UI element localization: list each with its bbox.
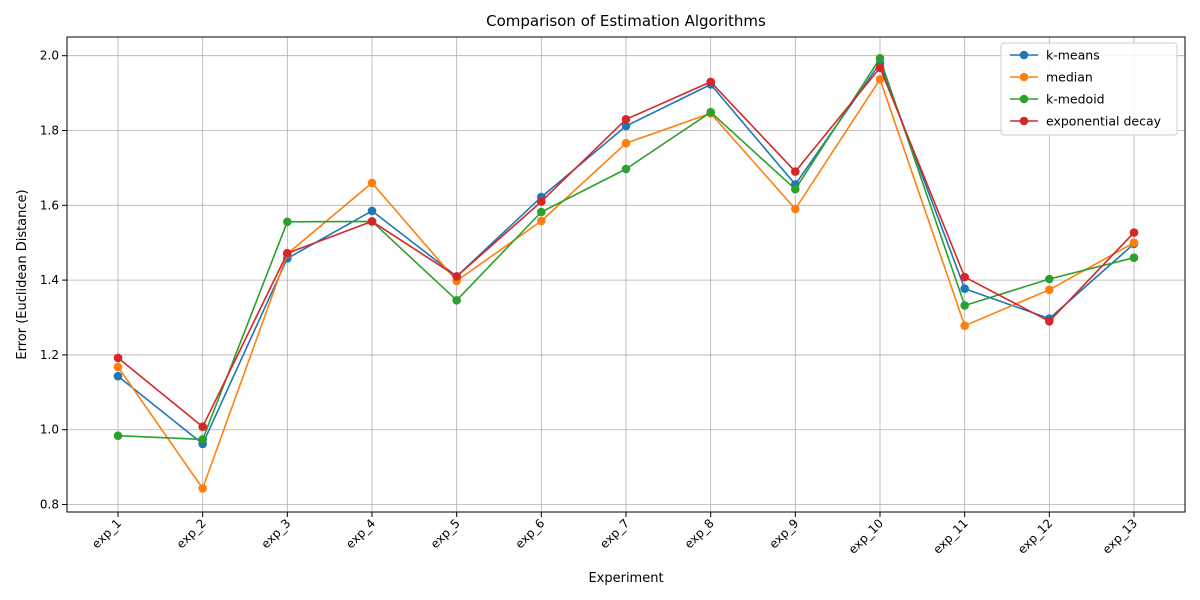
data-point [367,217,377,226]
data-point [875,54,885,63]
data-point [1045,274,1054,284]
data-point [198,484,207,493]
data-point [621,164,631,174]
series-layer [113,54,1139,493]
data-point [706,107,715,117]
y-tick-label: 1.4 [40,273,59,287]
y-tick-label: 1.2 [40,348,59,362]
data-point [960,321,969,331]
data-point [960,301,969,310]
data-point [283,217,292,227]
data-point [452,296,462,305]
data-point [791,204,800,214]
legend-marker [1019,72,1029,82]
data-point [283,248,292,258]
data-point [367,178,377,188]
data-point [1129,253,1139,262]
legend-label: k-means [1046,48,1100,63]
data-point [537,207,546,217]
data-point [367,206,377,216]
data-point [791,167,800,176]
data-point [113,353,123,363]
data-point [621,115,631,124]
legend: k-means median k-medoid exponential decay [1000,42,1178,136]
legend-box [1000,42,1178,136]
legend-label: k-medoid [1046,92,1105,107]
data-point [1045,285,1054,295]
legend-item: k-medoid [1010,92,1105,107]
y-tick-label: 1.6 [40,198,59,212]
data-point [1129,238,1139,247]
y-tick-label: 2.0 [40,49,59,63]
y-tick-label: 0.8 [40,498,59,512]
data-point [113,371,123,381]
data-point [875,75,885,84]
data-point [537,197,546,206]
data-point [1045,317,1054,326]
data-point [1129,228,1139,237]
data-point [113,431,123,441]
y-axis-ticks: 0.8 1.0 1.2 1.4 1.6 1.8 2.0 [40,49,67,512]
data-point [113,362,123,372]
series-exponential-decay [113,63,1139,432]
data-point [198,422,207,432]
legend-item: k-means [1010,48,1100,63]
data-point [706,77,715,87]
chart-title: Comparison of Estimation Algorithms [486,12,766,30]
data-point [875,63,885,72]
data-point [198,435,207,444]
legend-label: median [1046,70,1093,85]
legend-item: exponential decay [1010,114,1162,129]
data-point [960,272,969,282]
legend-item: median [1010,70,1093,85]
legend-marker [1019,116,1029,126]
x-axis-label: Experiment [588,571,663,586]
data-point [791,184,800,194]
y-tick-label: 1.8 [40,124,59,138]
data-point [960,284,969,294]
data-point [452,272,462,281]
data-point [621,121,631,131]
legend-label: exponential decay [1046,114,1162,129]
y-axis-label: Error (Euclidean Distance) [15,189,30,359]
legend-marker [1019,50,1029,60]
data-point [621,138,631,148]
legend-marker [1019,94,1029,104]
y-tick-label: 1.0 [40,423,59,437]
data-point [537,216,546,226]
